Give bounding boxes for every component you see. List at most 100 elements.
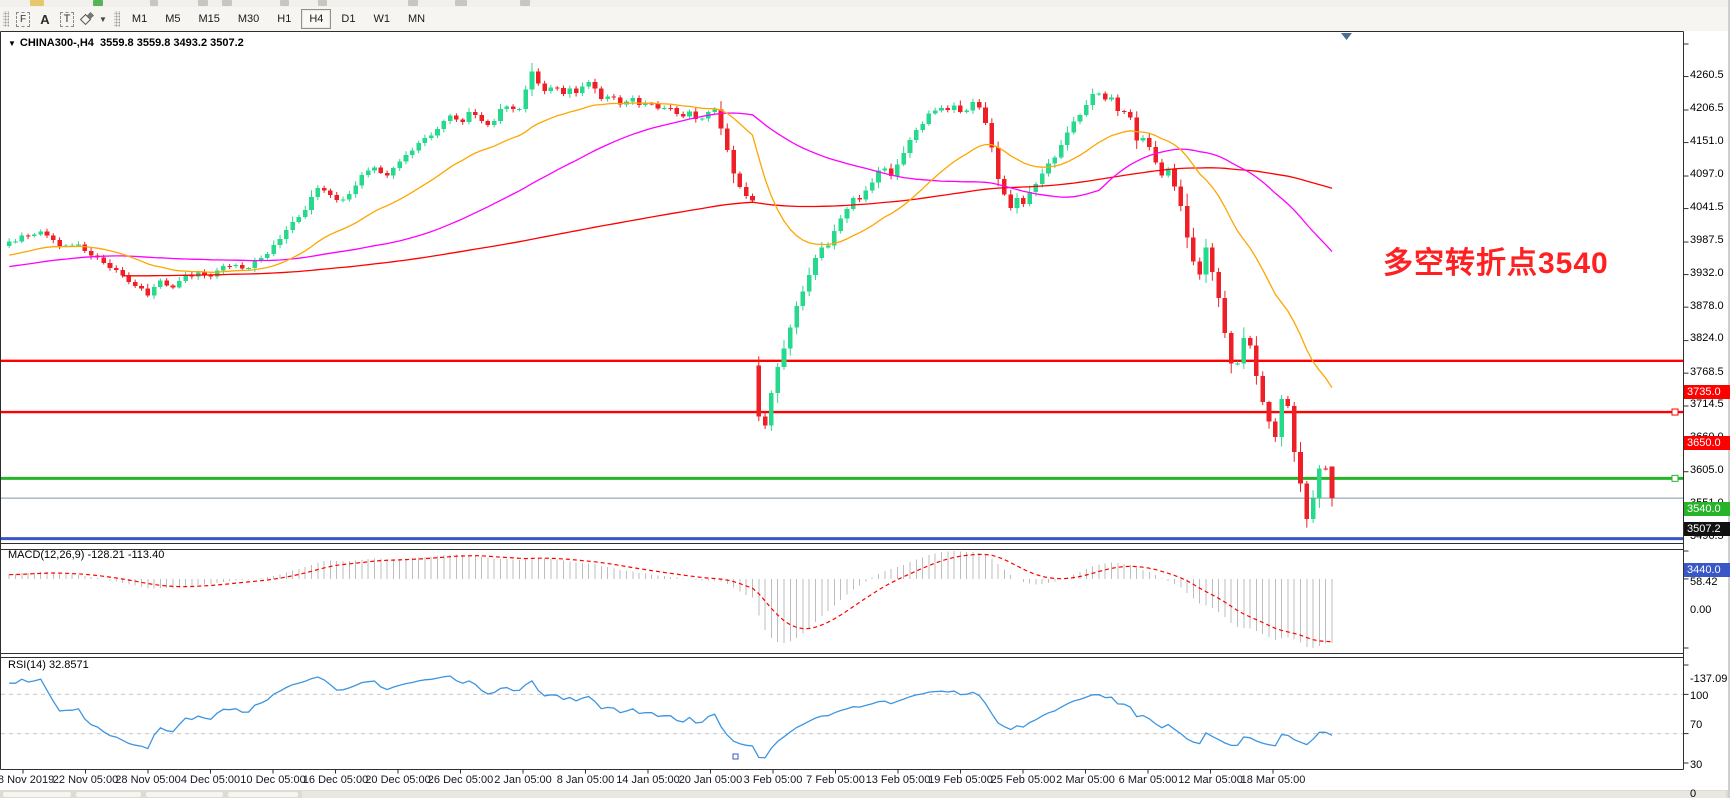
price-tick-label: 3824.0 <box>1690 332 1724 345</box>
candle-bodies <box>6 71 1335 520</box>
window-bottom-strip <box>0 790 1730 798</box>
indicator-f-icon[interactable]: F <box>13 9 33 29</box>
cropped-toolbar-icon <box>318 0 327 6</box>
time-axis-label: 2 Jan 05:00 <box>494 774 552 786</box>
time-axis-label: 10 Dec 05:00 <box>240 774 306 786</box>
price-tick-label: 3605.0 <box>1690 464 1724 477</box>
price-tick-label: 4260.5 <box>1690 69 1724 81</box>
chart-text-annotation[interactable]: 多空转折点3540 <box>1383 247 1609 280</box>
cropped-toolbar-icon <box>280 0 289 6</box>
candle-wicks <box>8 62 1333 528</box>
rsi-tick-label: 70 <box>1690 719 1703 732</box>
price-tick-label: 4097.0 <box>1690 167 1724 180</box>
rsi-line <box>9 675 1333 759</box>
time-axis-label: 25 Feb 05:00 <box>990 774 1056 786</box>
taskbar-button-top[interactable] <box>146 792 223 797</box>
time-axis-label: 2 Mar 05:00 <box>1056 774 1115 786</box>
cropped-toolbar-icon <box>198 0 208 6</box>
time-axis-label: 28 Nov 05:00 <box>115 774 181 786</box>
ma-fast-orange-line <box>9 102 1333 389</box>
cropped-toolbar-icon <box>222 0 232 6</box>
timeframe-button-m1[interactable]: M1 <box>124 9 155 29</box>
time-axis-label: 7 Feb 05:00 <box>806 774 865 786</box>
time-axis-label: 8 Jan 05:00 <box>556 774 615 786</box>
ma-slow-red-line <box>122 167 1333 277</box>
price-tick-label: 3878.0 <box>1690 299 1724 312</box>
time-axis-label: 12 Mar 05:00 <box>1178 774 1243 786</box>
chart-title: ▼ CHINA300-,H4 3559.8 3559.8 3493.2 3507.… <box>8 37 244 49</box>
time-axis-label: 16 Dec 05:00 <box>302 774 369 786</box>
price-tick-label: 3768.5 <box>1690 365 1724 378</box>
text-label-tool-icon[interactable]: T <box>57 9 77 29</box>
timeframe-button-m30[interactable]: M30 <box>230 9 267 29</box>
level-price-badge: 3540.0 <box>1684 502 1730 517</box>
toolbar-drag-handle[interactable] <box>3 11 9 27</box>
shapes-tool-icon[interactable]: ▼ <box>79 9 107 29</box>
current-price-badge: 3507.2 <box>1684 522 1730 537</box>
indicator-f-icon-glyph: F <box>15 11 31 27</box>
macd-signal-line <box>9 553 1333 643</box>
timeframe-button-m5[interactable]: M5 <box>157 9 188 29</box>
price-tick-label: 4206.5 <box>1690 101 1724 114</box>
rsi-tick-label: 0 <box>1690 788 1697 798</box>
rsi-indicator-label: RSI(14) 32.8571 <box>8 659 89 671</box>
rsi-tick-label: 30 <box>1690 758 1703 771</box>
cropped-toolbar-icon <box>408 0 418 6</box>
time-axis-label: 14 Jan 05:00 <box>616 774 680 786</box>
time-axis-label: 26 Dec 05:00 <box>427 774 494 786</box>
chevron-down-icon: ▼ <box>99 14 107 24</box>
font-a-icon[interactable]: A <box>40 11 50 27</box>
timeframe-button-h1[interactable]: H1 <box>269 9 299 29</box>
rsi-tick-label: 100 <box>1690 690 1709 702</box>
level-line-handle <box>1671 408 1679 416</box>
timeframe-button-mn[interactable]: MN <box>400 9 433 29</box>
timeframe-button-w1[interactable]: W1 <box>365 9 398 29</box>
toolbar-separator-handle[interactable] <box>113 11 120 27</box>
price-tick-label: 4151.0 <box>1690 135 1724 147</box>
taskbar-segment <box>302 791 1726 798</box>
price-tick-label: 3987.5 <box>1690 233 1724 246</box>
timeframe-button-m15[interactable]: M15 <box>190 9 227 29</box>
time-axis-label: 6 Mar 05:00 <box>1118 774 1178 786</box>
time-axis-label: 19 Feb 05:00 <box>928 774 993 786</box>
taskbar-button-top[interactable] <box>3 792 71 797</box>
level-line-handle <box>1671 474 1679 482</box>
price-chart-canvas[interactable] <box>0 31 1730 790</box>
chart-shift-triangle-icon <box>1341 33 1352 40</box>
cropped-toolbar-icon <box>30 0 44 6</box>
level-price-badge: 3735.0 <box>1684 384 1730 399</box>
macd-indicator-label: MACD(12,26,9) -128.21 -113.40 <box>8 549 165 561</box>
macd-tick-label: 0.00 <box>1690 603 1712 616</box>
shapes-glyph <box>79 12 95 26</box>
price-tick-label: 3714.5 <box>1690 398 1724 411</box>
time-axis-label: 18 Nov 2019 <box>0 774 55 786</box>
taskbar-button-top[interactable] <box>76 792 141 797</box>
cropped-toolbar-icon <box>520 0 530 6</box>
chart-toolbar: F A T ▼ M1 M5 M15 M30 H1 H4 D1 W1 MN <box>0 7 1730 32</box>
level-price-badge: 3650.0 <box>1684 436 1730 451</box>
cropped-toolbar-icon <box>150 0 158 6</box>
toolbar-cropped-row <box>0 0 1730 7</box>
macd-tick-label: -137.09 <box>1690 673 1728 685</box>
macd-tick-label: 58.42 <box>1690 576 1718 588</box>
time-axis-label: 20 Jan 05:00 <box>678 774 743 786</box>
time-axis-label: 20 Dec 05:00 <box>365 774 431 786</box>
time-axis-label: 4 Dec 05:00 <box>180 774 241 786</box>
level-price-badge: 3440.0 <box>1684 562 1730 577</box>
timeframe-button-h4[interactable]: H4 <box>301 9 332 29</box>
cropped-toolbar-icon <box>93 0 103 6</box>
time-axis-label: 22 Nov 05:00 <box>52 774 119 786</box>
chart-ohlc-readout: 3559.8 3559.8 3493.2 3507.2 <box>100 37 244 49</box>
time-axis-label: 3 Feb 05:00 <box>743 774 803 786</box>
chart-dropdown-triangle-icon[interactable]: ▼ <box>8 39 16 48</box>
object-anchor-square <box>732 753 739 760</box>
timeframe-button-group: M1 M5 M15 M30 H1 H4 D1 W1 MN <box>123 9 434 29</box>
price-tick-label: 4041.5 <box>1690 201 1724 214</box>
cropped-toolbar-icon <box>455 0 467 6</box>
taskbar-button-top[interactable] <box>228 792 298 797</box>
price-tick-label: 3932.0 <box>1690 267 1724 280</box>
time-axis-label: 18 Mar 05:00 <box>1240 774 1306 786</box>
timeframe-button-d1[interactable]: D1 <box>333 9 363 29</box>
macd-histogram <box>8 551 1333 648</box>
